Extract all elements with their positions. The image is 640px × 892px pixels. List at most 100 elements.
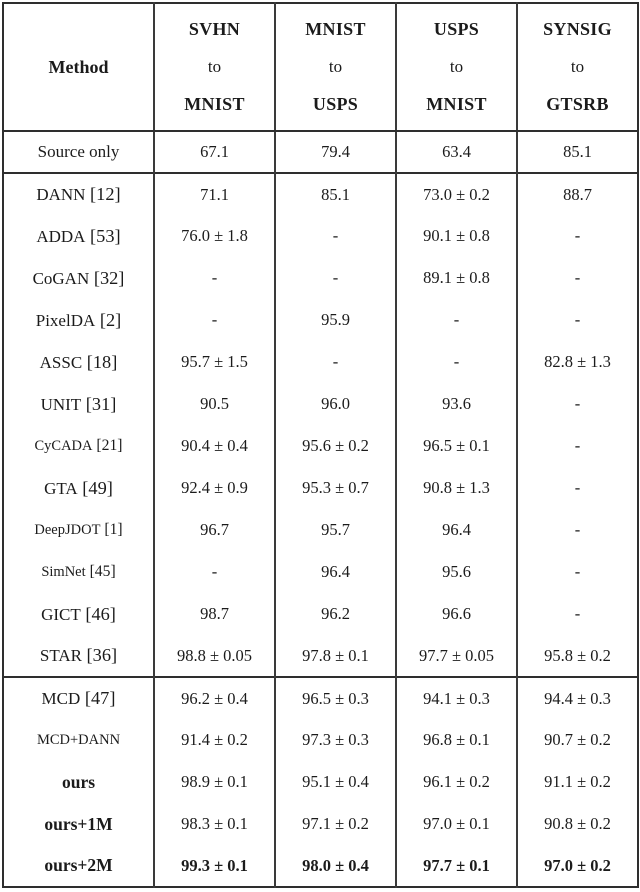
table-row: Source only 67.1 79.4 63.4 85.1 bbox=[3, 131, 638, 173]
method-cell: ours+1M bbox=[3, 803, 154, 845]
value-cell: 96.4 bbox=[395, 509, 517, 551]
to-label: to bbox=[449, 57, 464, 76]
value-cell: 97.8 ± 0.1 bbox=[274, 635, 396, 677]
table-header: Method SVHN to MNIST MNIST to USPS bbox=[3, 3, 638, 132]
value-cell: 96.6 bbox=[395, 593, 517, 635]
citation-ref: [36] bbox=[81, 645, 118, 665]
value-cell: 95.7 ± 1.5 bbox=[153, 341, 275, 383]
method-cell: MCD [47] bbox=[3, 676, 154, 719]
value-cell: 97.1 ± 0.2 bbox=[274, 803, 396, 845]
to-label: to bbox=[570, 57, 585, 76]
value-cell: 96.2 ± 0.4 bbox=[153, 676, 275, 719]
method-name: ours bbox=[61, 771, 96, 792]
value-cell: 73.0 ± 0.2 bbox=[395, 172, 517, 215]
table-row: ASSC [18] 95.7 ± 1.5- -82.8 ± 1.3 bbox=[3, 341, 638, 383]
citation-ref: [1] bbox=[100, 521, 123, 538]
value-cell: 90.8 ± 1.3 bbox=[395, 467, 517, 509]
table-row: UNIT [31] 90.5 96.0 93.6- bbox=[3, 383, 638, 425]
table-row: DeepJDOT [1] 96.7 95.7 96.4- bbox=[3, 509, 638, 551]
value-cell: - bbox=[516, 299, 638, 341]
value-cell: 63.4 bbox=[395, 131, 517, 173]
table-row: ours 98.9 ± 0.1 95.1 ± 0.4 96.1 ± 0.2 91.1 ±… bbox=[3, 761, 638, 803]
method-name: GICT bbox=[41, 604, 81, 624]
value-cell: - bbox=[153, 299, 275, 341]
table-row: ours+2M 99.3 ± 0.1 98.0 ± 0.4 97.7 ± 0.1 97.… bbox=[3, 845, 638, 887]
value-cell: - bbox=[516, 509, 638, 551]
target-dataset-label: MNIST bbox=[426, 94, 487, 114]
header-stack: MNIST to USPS bbox=[277, 17, 395, 117]
value-cell: 95.8 ± 0.2 bbox=[516, 635, 638, 677]
value-cell: 90.4 ± 0.4 bbox=[153, 425, 275, 467]
citation-ref: [31] bbox=[81, 393, 117, 414]
value-cell: - bbox=[153, 257, 275, 299]
value-cell: - bbox=[274, 215, 396, 257]
value-cell: 79.4 bbox=[274, 131, 396, 173]
method-name: GTA bbox=[44, 478, 78, 498]
value-cell: - bbox=[516, 257, 638, 299]
column-header-usps-mnist: USPS to MNIST bbox=[395, 3, 517, 132]
value-cell: 97.0 ± 0.1 bbox=[395, 803, 517, 845]
value-cell: 95.9 bbox=[274, 299, 396, 341]
method-name: MCD bbox=[41, 689, 81, 708]
value-cell: 98.7 bbox=[153, 593, 275, 635]
value-cell: 98.0 ± 0.4 bbox=[274, 845, 396, 887]
value-cell: 95.3 ± 0.7 bbox=[274, 467, 396, 509]
value-cell: 97.3 ± 0.3 bbox=[274, 719, 396, 761]
method-cell: Source only bbox=[3, 131, 154, 173]
to-label: to bbox=[328, 57, 343, 76]
value-cell: - bbox=[516, 383, 638, 425]
method-header-label: Method bbox=[48, 56, 109, 77]
table-row: STAR [36] 98.8 ± 0.05 97.8 ± 0.1 97.7 ± 0.0… bbox=[3, 635, 638, 677]
value-cell: 98.9 ± 0.1 bbox=[153, 761, 275, 803]
value-cell: 91.4 ± 0.2 bbox=[153, 719, 275, 761]
table-row: CyCADA [21] 90.4 ± 0.4 95.6 ± 0.2 96.5 ± 0.… bbox=[3, 425, 638, 467]
method-name: STAR bbox=[39, 646, 82, 665]
value-cell: 67.1 bbox=[153, 131, 275, 173]
method-name: MCD+DANN bbox=[36, 731, 121, 748]
value-cell: 97.0 ± 0.2 bbox=[516, 845, 638, 887]
method-cell: UNIT [31] bbox=[3, 383, 154, 425]
method-cell: ours bbox=[3, 761, 154, 803]
value-cell: 90.7 ± 0.2 bbox=[516, 719, 638, 761]
value-cell: 76.0 ± 1.8 bbox=[153, 215, 275, 257]
table-body: Source only 67.1 79.4 63.4 85.1 DANN [12] 71.1… bbox=[3, 131, 638, 887]
target-dataset-label: MNIST bbox=[184, 94, 245, 114]
method-cell: PixelDA [2] bbox=[3, 299, 154, 341]
method-cell: GICT [46] bbox=[3, 593, 154, 635]
method-name: ours+1M bbox=[44, 813, 113, 834]
method-cell: STAR [36] bbox=[3, 635, 154, 677]
citation-ref: [21] bbox=[92, 437, 123, 454]
table-row: ADDA [53] 76.0 ± 1.8-90.1 ± 0.8- bbox=[3, 215, 638, 257]
method-name: DeepJDOT bbox=[34, 522, 101, 538]
method-name: UNIT bbox=[40, 394, 82, 414]
table-row: GICT [46] 98.7 96.2 96.6- bbox=[3, 593, 638, 635]
header-row: Method SVHN to MNIST MNIST to USPS bbox=[3, 3, 638, 132]
value-cell: 95.7 bbox=[274, 509, 396, 551]
value-cell: 82.8 ± 1.3 bbox=[516, 341, 638, 383]
method-name: Source only bbox=[37, 142, 120, 161]
source-dataset-label: USPS bbox=[433, 19, 480, 39]
method-cell: SimNet [45] bbox=[3, 551, 154, 593]
table-row: DANN [12] 71.1 85.1 73.0 ± 0.2 88.7 bbox=[3, 172, 638, 215]
value-cell: 91.1 ± 0.2 bbox=[516, 761, 638, 803]
header-stack: SVHN to MNIST bbox=[156, 17, 274, 117]
method-cell: DANN [12] bbox=[3, 172, 154, 215]
method-name: CyCADA bbox=[34, 438, 93, 454]
method-cell: CyCADA [21] bbox=[3, 425, 154, 467]
value-cell: 95.1 ± 0.4 bbox=[274, 761, 396, 803]
value-cell: 92.4 ± 0.9 bbox=[153, 467, 275, 509]
citation-ref: [45] bbox=[85, 563, 116, 580]
value-cell: 89.1 ± 0.8 bbox=[395, 257, 517, 299]
value-cell: 96.1 ± 0.2 bbox=[395, 761, 517, 803]
value-cell: 93.6 bbox=[395, 383, 517, 425]
method-cell: MCD+DANN bbox=[3, 719, 154, 761]
method-cell: ours+2M bbox=[3, 845, 154, 887]
value-cell: - bbox=[516, 215, 638, 257]
value-cell: 95.6 ± 0.2 bbox=[274, 425, 396, 467]
method-cell: ADDA [53] bbox=[3, 215, 154, 257]
value-cell: - bbox=[516, 551, 638, 593]
citation-ref: [49] bbox=[77, 477, 113, 498]
value-cell: 97.7 ± 0.05 bbox=[395, 635, 517, 677]
